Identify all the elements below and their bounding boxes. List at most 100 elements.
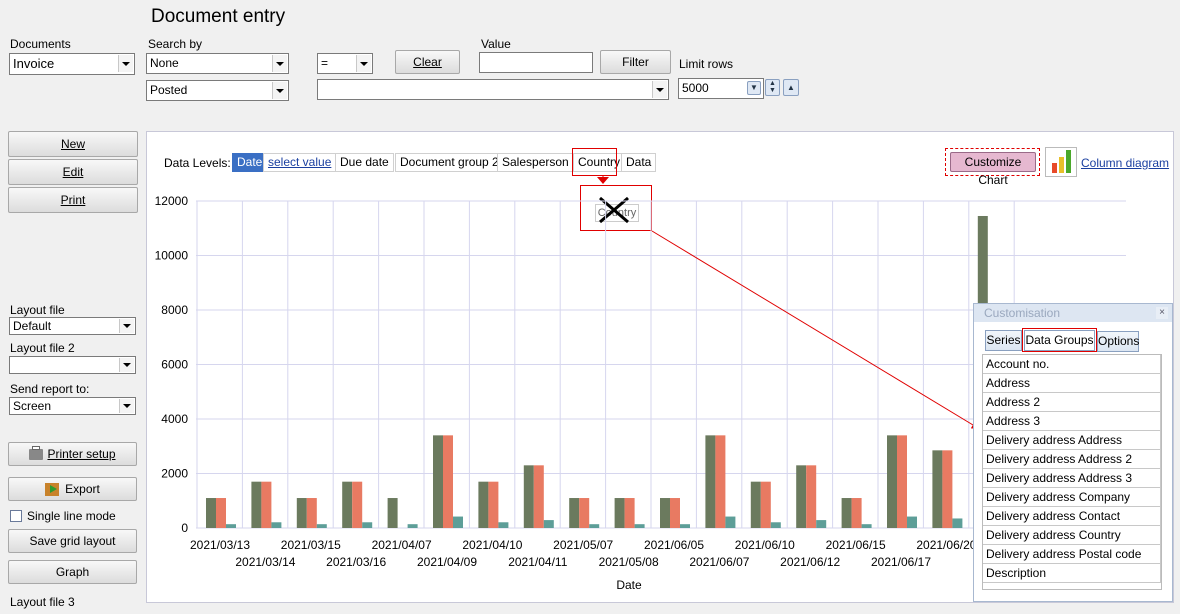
bar	[352, 481, 363, 528]
data-level-data[interactable]: Data	[621, 153, 657, 172]
list-item[interactable]: Delivery address Contact	[983, 507, 1161, 526]
bar	[715, 435, 726, 528]
layout-file-label: Layout file	[10, 303, 65, 317]
data-level-salesperson[interactable]: Salesperson	[497, 153, 574, 172]
arrow-line	[651, 230, 980, 430]
customize-chart-button[interactable]: Customize Chart	[950, 152, 1036, 187]
graph-button[interactable]: Graph	[8, 560, 137, 584]
filter-button[interactable]: Filter	[600, 50, 671, 74]
data-level-due-date[interactable]: Due date	[335, 153, 394, 172]
layout-file-select[interactable]: Default	[9, 317, 136, 335]
y-tick-label: 2000	[161, 467, 188, 481]
close-icon[interactable]: ×	[1156, 307, 1168, 319]
value-input[interactable]	[479, 52, 593, 73]
print-button[interactable]: Print	[8, 187, 138, 213]
y-tick-label: 6000	[161, 358, 188, 372]
column-diagram-icon[interactable]	[1045, 147, 1077, 177]
x-tick-label: 2021/03/14	[235, 555, 295, 569]
edit-button[interactable]: Edit	[8, 159, 138, 185]
layout-file2-select[interactable]	[9, 356, 136, 374]
chevron-down-icon	[272, 55, 287, 72]
bar	[523, 465, 534, 528]
list-item[interactable]: Description	[983, 564, 1161, 583]
list-item[interactable]: Address 2	[983, 393, 1161, 412]
list-item[interactable]: Delivery address Address 2	[983, 450, 1161, 469]
list-item[interactable]: Account no.	[983, 355, 1161, 374]
bar	[952, 518, 963, 528]
status-value: Posted	[150, 83, 188, 97]
layout-file-value: Default	[13, 319, 52, 333]
bar	[614, 498, 625, 528]
tab-series[interactable]: Series	[985, 330, 1022, 351]
x-axis-label: Date	[616, 578, 642, 592]
x-tick-label: 2021/04/07	[372, 538, 432, 552]
layout-file2-label: Layout file 2	[10, 341, 75, 355]
list-item[interactable]: Delivery address Country	[983, 526, 1161, 545]
bar	[760, 481, 771, 528]
column-diagram-link[interactable]: Column diagram	[1081, 156, 1170, 170]
bar	[624, 498, 635, 528]
data-level-select-value[interactable]: select value	[263, 153, 337, 172]
bar	[861, 524, 872, 528]
bar	[660, 498, 670, 528]
customize-chart-label: Customize Chart	[964, 155, 1022, 187]
send-report-value: Screen	[13, 399, 52, 413]
y-tick-label: 8000	[161, 303, 188, 317]
list-item[interactable]: Delivery address Company	[983, 488, 1161, 507]
send-report-select[interactable]: Screen	[9, 397, 136, 415]
single-line-mode-checkbox[interactable]	[10, 510, 22, 522]
y-tick-label: 10000	[155, 249, 189, 263]
list-item[interactable]: Delivery address Postal code	[983, 545, 1161, 564]
tab-options[interactable]: Options	[1097, 331, 1139, 352]
list-item[interactable]: Address 3	[983, 412, 1161, 431]
arrow-head	[597, 177, 609, 184]
bar	[498, 522, 509, 528]
send-report-label: Send report to:	[10, 382, 90, 396]
new-label: New	[60, 137, 85, 151]
operator-select[interactable]: =	[317, 53, 373, 74]
chevron-down-icon	[118, 55, 133, 72]
clear-button[interactable]: Clear	[395, 50, 460, 74]
bar	[271, 522, 282, 528]
documents-label: Documents	[10, 37, 71, 51]
x-tick-label: 2021/06/07	[689, 555, 749, 569]
search-by-select[interactable]: None	[146, 53, 289, 74]
limit-rows-value: 5000	[682, 81, 709, 95]
chevron-up-icon[interactable]: ▲	[783, 79, 799, 96]
documents-select[interactable]: Invoice	[9, 53, 135, 75]
bar	[488, 481, 499, 528]
bar	[932, 450, 943, 528]
list-item[interactable]: Delivery address Address 3	[983, 469, 1161, 488]
list-item[interactable]: Delivery address Address	[983, 431, 1161, 450]
x-tick-label: 2021/05/07	[553, 538, 613, 552]
x-tick-label: 2021/04/09	[417, 555, 477, 569]
new-button[interactable]: New	[8, 131, 138, 157]
bar	[226, 524, 236, 528]
bar	[851, 498, 862, 528]
x-tick-label: 2021/03/13	[190, 538, 250, 552]
bar	[750, 481, 761, 528]
filter-label: Filter	[622, 55, 649, 69]
second-select[interactable]	[317, 79, 669, 100]
single-line-mode-label: Single line mode	[27, 509, 116, 523]
export-button[interactable]: Export	[8, 477, 137, 501]
x-tick-label: 2021/05/08	[599, 555, 659, 569]
data-level-country[interactable]: Country	[573, 153, 626, 172]
status-select[interactable]: Posted	[146, 80, 289, 101]
tab-data-groups[interactable]: Data Groups	[1024, 330, 1095, 351]
data-level-document-group-2[interactable]: Document group 2	[395, 153, 504, 172]
bar	[796, 465, 807, 528]
save-grid-layout-button[interactable]: Save grid layout	[8, 529, 137, 553]
bar	[942, 450, 953, 528]
list-item[interactable]: Address	[983, 374, 1161, 393]
chevron-down-icon[interactable]: ▼	[747, 81, 761, 95]
bar	[206, 498, 216, 528]
country-highlight	[572, 148, 617, 176]
bar	[897, 435, 907, 528]
bar	[387, 498, 398, 528]
printer-setup-button[interactable]: Printer setup	[8, 442, 137, 466]
save-grid-layout-label: Save grid layout	[29, 534, 116, 548]
customisation-header: Customisation ×	[974, 304, 1172, 322]
limit-rows-input[interactable]: 5000 ▼	[678, 78, 764, 99]
spin-updown-icon[interactable]: ▲ ▼	[765, 79, 780, 96]
